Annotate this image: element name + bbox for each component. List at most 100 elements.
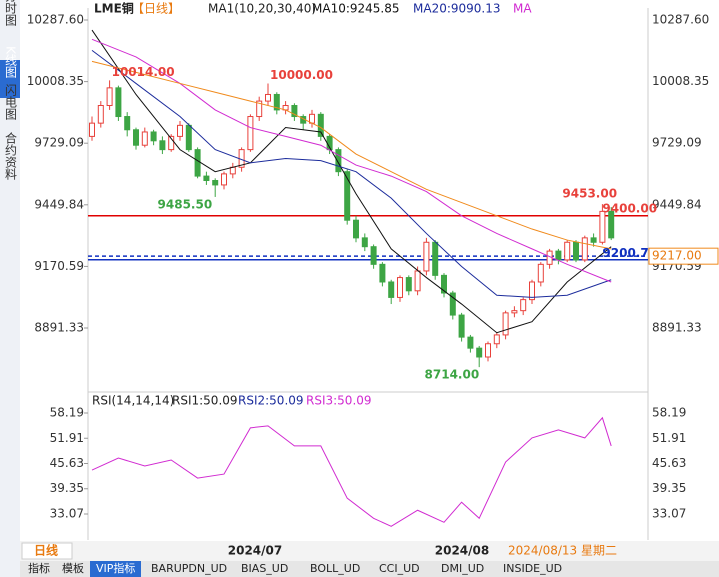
y-tick-label: 10287.60 <box>652 13 709 27</box>
y-tick-label: 45.63 <box>652 456 686 470</box>
side-tab[interactable]: 分时图 <box>4 0 18 26</box>
candle-body <box>493 334 500 345</box>
y-tick-label: 10008.35 <box>27 74 84 88</box>
candle-body <box>485 343 491 358</box>
candle-body <box>229 166 236 175</box>
bottom-tab[interactable]: INSIDE_UD <box>503 562 562 575</box>
candle-body <box>115 87 122 118</box>
candle-body <box>133 129 139 146</box>
candle-body <box>150 131 157 142</box>
annotation: 10000.00 <box>270 68 333 82</box>
candle-body <box>265 93 271 102</box>
y-tick-label: 9170.59 <box>34 259 84 273</box>
candle-body <box>379 263 386 283</box>
bottom-tab[interactable]: BIAS_UD <box>241 562 288 575</box>
y-tick-label: 51.91 <box>50 431 84 445</box>
candle-body <box>502 312 509 336</box>
candle-body <box>414 270 421 292</box>
ma-line <box>91 49 612 298</box>
candle-body <box>608 210 615 239</box>
annotation: 9400.00 <box>602 201 657 215</box>
candle-body <box>168 135 175 151</box>
y-tick-label: 10287.60 <box>27 13 84 27</box>
period-tag: 【日线】 <box>132 2 180 16</box>
candle-body <box>467 336 474 349</box>
y-tick-label: 8891.33 <box>34 321 84 335</box>
legend-entry: RSI1:50.09 <box>172 394 238 408</box>
candle-body <box>458 314 465 338</box>
y-tick-label: 9729.09 <box>34 136 84 150</box>
candle-body <box>511 310 518 314</box>
ma-line <box>91 29 612 334</box>
y-tick-label: 9449.84 <box>34 197 84 211</box>
bottom-tab[interactable]: VIP指标 <box>96 561 135 575</box>
y-tick-label: 58.19 <box>50 406 84 420</box>
legend-entry: RSI3:50.09 <box>306 394 372 408</box>
bottom-tab[interactable]: 模板 <box>62 561 84 575</box>
date-label: 2024/08 <box>435 544 489 558</box>
candle-body <box>212 180 219 186</box>
candle-body <box>247 116 254 151</box>
indicator: RSI(14,14,14) <box>92 394 174 408</box>
side-tab-active <box>0 60 20 98</box>
candle-body <box>529 281 535 301</box>
annotation: 9200.78 <box>602 246 657 260</box>
candle-body <box>537 263 544 283</box>
candle-body <box>273 93 280 111</box>
candle-body <box>370 246 377 265</box>
candle-body <box>573 241 579 261</box>
candle-body <box>106 87 113 107</box>
candle-body <box>185 124 192 151</box>
side-tab[interactable]: 合约资料 <box>4 131 18 180</box>
candle-body <box>397 277 403 298</box>
period-badge <box>21 542 73 560</box>
bottom-tab[interactable]: CCI_UD <box>379 562 420 575</box>
bottom-tab[interactable]: 指标 <box>28 561 50 575</box>
candle-body <box>124 116 131 131</box>
ma-line <box>91 38 612 283</box>
annotation: 8714.00 <box>425 368 480 382</box>
side-tab[interactable]: 闪电图 <box>4 84 18 120</box>
candle-body <box>89 122 95 137</box>
candle-body <box>194 149 201 177</box>
candle-body <box>423 241 430 272</box>
candle-body <box>405 277 412 292</box>
candle-body <box>564 241 571 261</box>
side-tab[interactable]: K线图 <box>4 46 18 78</box>
current-date: 2024/08/13 星期二 <box>508 544 617 558</box>
candle-body <box>555 250 562 261</box>
y-tick-label: 8891.33 <box>652 321 702 335</box>
candle-body <box>520 299 527 312</box>
candle-body <box>256 100 263 118</box>
candle-body <box>599 210 606 243</box>
last-price: 9217.00 <box>652 249 702 263</box>
y-tick-label: 9449.84 <box>652 197 702 211</box>
annotation: 9453.00 <box>562 187 617 201</box>
candle-body <box>159 140 166 151</box>
bottom-tab[interactable]: BARUPDN_UD <box>151 562 227 575</box>
tab-active <box>90 561 141 577</box>
rsi-line <box>91 416 612 527</box>
ma-line <box>91 60 612 250</box>
tab-bar <box>20 561 719 577</box>
candle-body <box>581 237 588 261</box>
y-tick-label: 33.07 <box>652 506 686 520</box>
bottom-tab[interactable]: BOLL_UD <box>310 562 360 575</box>
y-tick-label: 39.35 <box>652 481 686 495</box>
bottom-tab[interactable]: DMI_UD <box>441 562 484 575</box>
candle-body <box>141 131 148 146</box>
side-bar <box>0 0 20 577</box>
candle-body <box>221 173 227 186</box>
candle-body <box>203 175 210 182</box>
y-tick-label: 45.63 <box>50 456 84 470</box>
candle-body <box>97 105 104 124</box>
legend-entry: RSI2:50.09 <box>238 394 304 408</box>
candle-body <box>449 292 456 316</box>
last-price-box <box>648 247 719 265</box>
y-tick-label: 9729.09 <box>652 136 702 150</box>
candle-body <box>317 113 324 137</box>
date-label: 2024/07 <box>228 544 282 558</box>
candle-body <box>476 347 483 358</box>
y-tick-label: 39.35 <box>50 481 84 495</box>
